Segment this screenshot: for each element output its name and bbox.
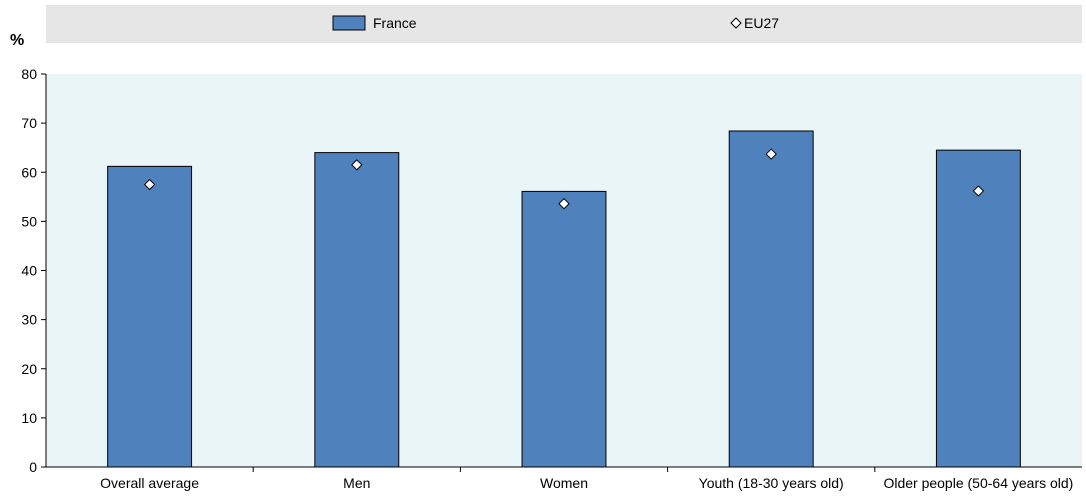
y-tick-label: 40 [21,263,37,279]
x-tick-label: Women [540,475,588,491]
legend-marker-eu27 [730,17,742,29]
x-axis: Overall average Men Women Youth (18-30 year… [46,466,1082,491]
eu27-markers [143,148,985,210]
y-tick-label: 80 [21,66,37,82]
y-tick-label: 20 [21,361,37,377]
bar-france [521,190,607,468]
x-tick-label: Older people (50-64 years old) [883,475,1073,491]
bar-france [314,152,400,468]
marker-eu27 [558,197,570,210]
bar-france [107,165,193,468]
y-tick-label: 0 [29,459,37,475]
bar-france [935,149,1021,468]
legend-label-eu27: EU27 [744,15,779,31]
marker-eu27 [972,185,985,197]
y-tick-label: 70 [21,115,37,131]
bar-france [728,130,814,468]
x-tick-label: Youth (18-30 years old) [699,475,844,491]
france-bars [107,130,1021,468]
y-tick-label: 60 [21,164,37,180]
y-tick-label: 50 [21,213,37,229]
y-axis: 0 10 20 30 40 50 60 70 80 [21,66,47,475]
x-tick-label: Men [343,475,370,491]
legend-swatch-france [332,15,366,31]
y-tick-label: 30 [21,312,37,328]
marker-eu27 [351,159,363,171]
marker-eu27 [143,178,156,191]
legend-label-france: France [373,15,417,31]
x-tick-label: Overall average [100,475,199,491]
marker-eu27 [765,148,777,160]
y-unit-label: % [10,32,24,49]
y-tick-label: 10 [21,410,37,426]
legend-panel [46,5,1082,43]
